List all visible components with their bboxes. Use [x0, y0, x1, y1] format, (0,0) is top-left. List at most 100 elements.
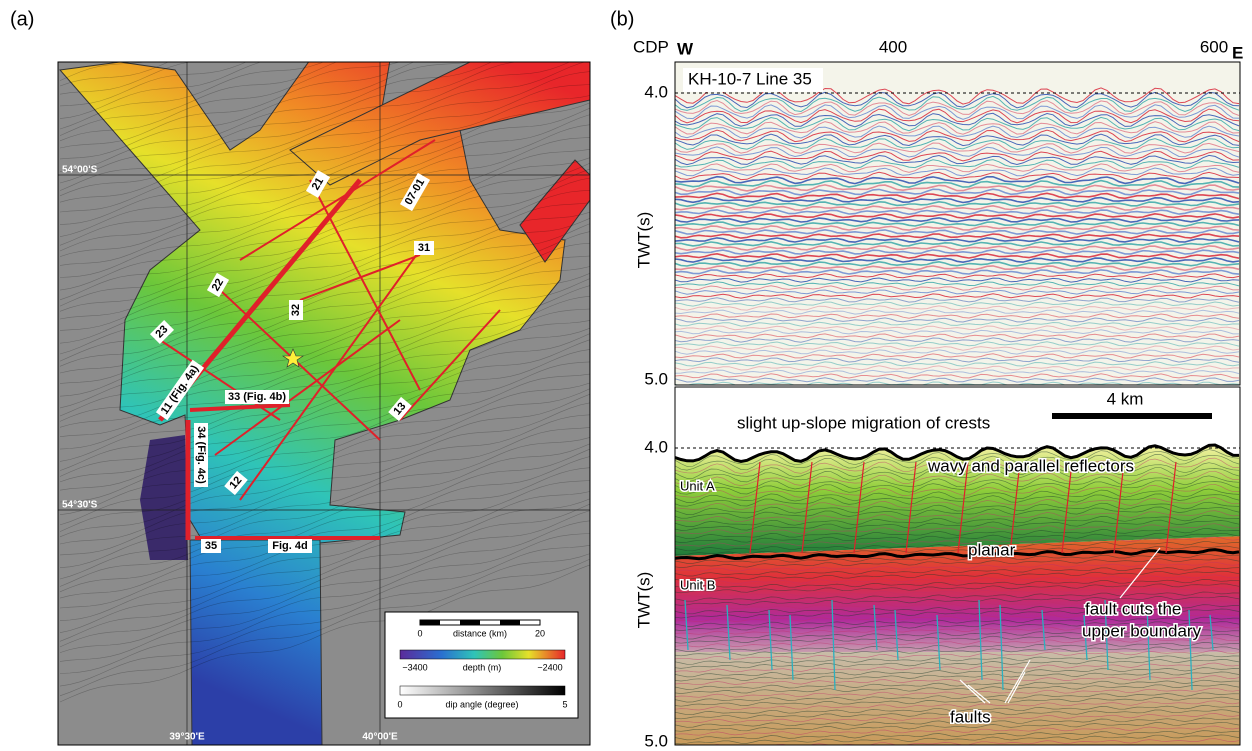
reflector [675, 163, 1240, 173]
arrow [967, 684, 991, 704]
reflector [675, 116, 1240, 132]
legend-text: dip angle (degree) [445, 699, 518, 709]
panel-label: (b) [610, 8, 634, 30]
reflector [675, 224, 1240, 231]
label-box [388, 396, 412, 422]
contour [59, 62, 325, 130]
scale-bar [420, 620, 440, 625]
reflector [675, 175, 1240, 185]
reflector [675, 245, 1240, 252]
fault-trace [1083, 614, 1088, 661]
fault-trace [1209, 614, 1214, 651]
label-box [289, 300, 303, 320]
reflector [675, 381, 1240, 385]
reflector [675, 659, 1240, 669]
contour [59, 84, 590, 213]
reflector [675, 325, 1240, 331]
contour [59, 308, 590, 437]
survey-line [214, 319, 401, 456]
fault-trace [1104, 599, 1109, 671]
reflector [675, 709, 1240, 720]
panel-label: (a) [10, 8, 34, 30]
longitude-label: 40°00'E [362, 732, 398, 743]
reflector [675, 317, 1240, 323]
cdp-tick-label: 600 [1200, 37, 1228, 56]
contour [59, 349, 590, 483]
reflector [675, 289, 1240, 295]
survey-line [309, 179, 421, 391]
contour [59, 333, 590, 471]
axis-title: CDP [633, 37, 669, 56]
reflector [675, 159, 1240, 169]
annotation: wavy and parallel reflectors [927, 456, 1134, 475]
map: 21 07-01 31 22 32 23 11 (Fig. 4a) 33 (Fi… [58, 62, 590, 745]
contour [59, 491, 590, 621]
reflector [675, 679, 1240, 690]
contour [59, 503, 590, 642]
arrow [959, 679, 986, 704]
reflector [675, 475, 1240, 491]
legend-box [384, 611, 579, 719]
reflector [675, 240, 1240, 247]
fault-trace [853, 461, 865, 554]
legend-text: 0 [417, 628, 422, 638]
contour [59, 62, 169, 87]
annotation: upper boundary [1082, 621, 1202, 640]
label-box [268, 539, 312, 553]
reflector [675, 536, 1240, 547]
contour [59, 62, 586, 197]
reflector [675, 248, 1240, 255]
contour [59, 427, 590, 556]
bathymetry [289, 62, 590, 186]
reflector [675, 705, 1240, 716]
contour [59, 62, 493, 172]
reflector [675, 642, 1240, 652]
reflectors [675, 87, 1240, 385]
fault-trace [894, 609, 899, 661]
reflector [675, 579, 1239, 589]
reflector [675, 257, 1240, 264]
label-box [149, 319, 175, 345]
fault-trace [749, 461, 761, 554]
contour [59, 361, 590, 491]
reflector [675, 510, 1240, 523]
cdp-tick-label: 400 [879, 37, 907, 56]
scale-bar [460, 620, 480, 625]
reflector [675, 369, 1240, 375]
reflector [675, 146, 1240, 158]
label-box [201, 539, 221, 553]
reflector [675, 99, 1240, 117]
reflector [675, 692, 1240, 703]
reflector [675, 700, 1240, 711]
reflector [675, 361, 1240, 367]
contour [59, 520, 590, 653]
contour [59, 510, 590, 648]
reflector [675, 506, 1240, 519]
label-box [305, 170, 331, 198]
reflector [675, 95, 1240, 113]
reflector [675, 483, 1240, 498]
reflector [675, 713, 1240, 723]
reflector [675, 519, 1240, 531]
reflector [675, 532, 1240, 543]
contour [59, 273, 590, 409]
contour [59, 168, 590, 307]
reflector [675, 91, 1240, 109]
contour [59, 545, 590, 674]
legend-text: distance (km) [453, 628, 507, 638]
reflector [675, 373, 1240, 379]
reflector [675, 285, 1240, 291]
contour [59, 443, 590, 580]
reflector [675, 717, 1240, 728]
reflector [675, 696, 1240, 707]
reflector [675, 321, 1240, 327]
annotation: planar [968, 540, 1016, 559]
contour [59, 320, 590, 450]
reflector [675, 305, 1240, 311]
legend-text: −2400 [537, 662, 562, 672]
reflector [675, 209, 1240, 216]
contour [59, 278, 590, 417]
annotation: faults [950, 707, 991, 726]
reflector [675, 629, 1240, 640]
reflector [675, 233, 1240, 240]
